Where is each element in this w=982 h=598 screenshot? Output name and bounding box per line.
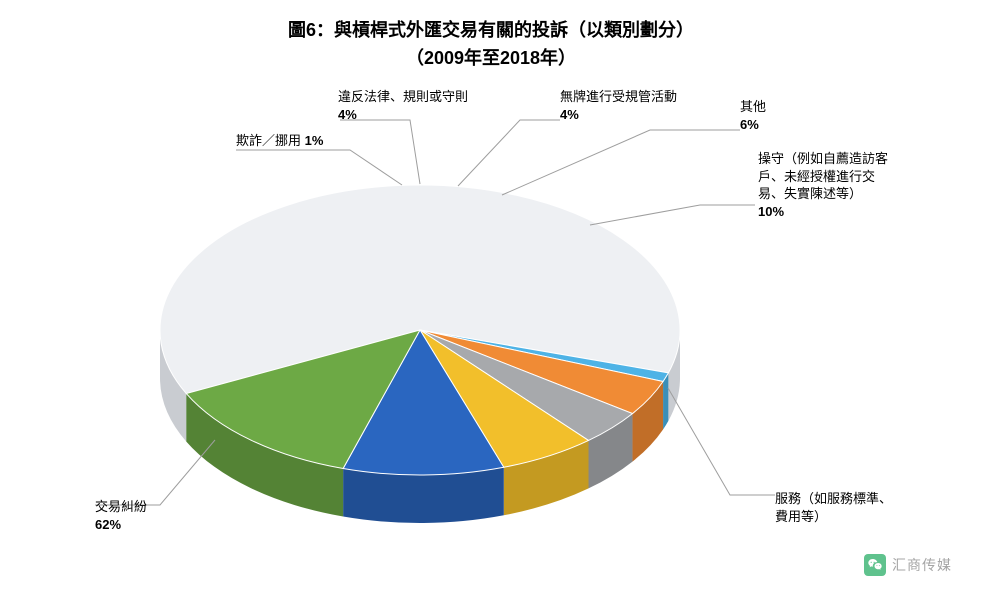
slice-label-fraud: 欺詐／挪用 1% bbox=[236, 132, 323, 150]
leader-line-fraud bbox=[236, 150, 402, 185]
slice-label-trading_disputes: 交易糾紛62% bbox=[95, 498, 147, 533]
watermark: 汇商传媒 bbox=[864, 554, 952, 576]
leader-line-conduct bbox=[590, 205, 755, 225]
leader-line-others bbox=[502, 130, 740, 195]
pie-side-fraud bbox=[663, 373, 668, 430]
slice-label-conduct: 操守（例如自薦造訪客戶、未經授權進行交易、失實陳述等）10% bbox=[758, 150, 888, 220]
watermark-text: 汇商传媒 bbox=[892, 555, 952, 575]
leader-line-services bbox=[668, 388, 775, 495]
leader-line-breach_law bbox=[340, 120, 420, 184]
slice-label-unlicensed: 無牌進行受規管活動4% bbox=[560, 88, 677, 123]
slice-label-others: 其他6% bbox=[740, 98, 766, 133]
slice-label-services: 服務（如服務標準、費用等） bbox=[775, 490, 892, 525]
wechat-icon bbox=[864, 554, 886, 576]
slice-label-breach_law: 違反法律、規則或守則4% bbox=[338, 88, 468, 123]
